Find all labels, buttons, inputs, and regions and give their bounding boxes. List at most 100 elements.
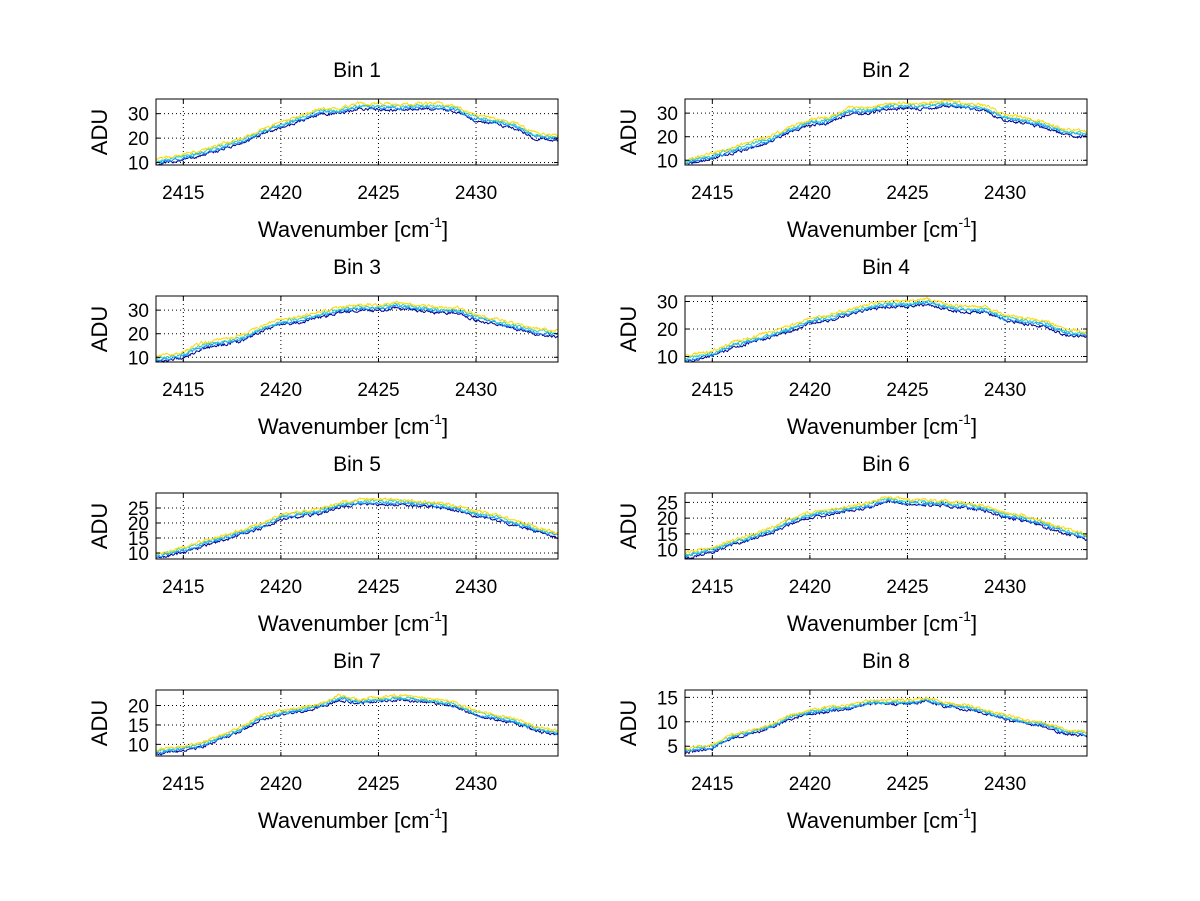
subplot-title: Bin 3	[333, 256, 381, 279]
x-tick-label: 2420	[789, 380, 831, 401]
x-tick-label: 2420	[789, 577, 831, 598]
x-tick-label: 2420	[260, 183, 302, 204]
x-tick-label: 2415	[691, 774, 733, 795]
y-tick-label: 10	[657, 151, 678, 172]
series-line-3	[155, 103, 559, 164]
series-line-3	[684, 697, 1088, 752]
x-tick-label: 2430	[455, 380, 497, 401]
x-axis-label: Wavenumber [cm-1]	[258, 411, 448, 439]
y-tick-label: 15	[657, 688, 678, 709]
axes-frame	[155, 689, 559, 757]
y-tick-label: 10	[657, 713, 678, 734]
y-tick-label: 5	[667, 737, 678, 758]
axes-frame	[155, 295, 559, 363]
x-tick-label: 2420	[260, 577, 302, 598]
x-tick-label: 2425	[886, 774, 928, 795]
y-tick-label: 10	[128, 348, 149, 369]
y-tick-label: 20	[657, 320, 678, 341]
x-tick-label: 2430	[984, 183, 1026, 204]
axes-frame	[684, 98, 1088, 166]
x-tick-label: 2430	[984, 380, 1026, 401]
subplot-title: Bin 8	[862, 650, 910, 673]
series-line-3	[684, 497, 1088, 557]
y-tick-label: 20	[128, 514, 149, 535]
y-tick-label: 20	[128, 697, 149, 718]
x-tick-label: 2415	[162, 577, 204, 598]
x-tick-label: 2425	[357, 380, 399, 401]
x-tick-label: 2420	[260, 380, 302, 401]
x-tick-label: 2430	[455, 774, 497, 795]
x-axis-label: Wavenumber [cm-1]	[258, 214, 448, 242]
subplot-title: Bin 1	[333, 59, 381, 82]
x-tick-label: 2425	[886, 183, 928, 204]
y-axis-label: ADU	[616, 306, 641, 352]
y-axis-label: ADU	[87, 503, 112, 549]
x-axis-label: Wavenumber [cm-1]	[787, 805, 977, 833]
x-axis-label: Wavenumber [cm-1]	[787, 608, 977, 636]
x-tick-label: 2430	[455, 183, 497, 204]
series-line-3	[684, 299, 1088, 360]
subplot-title: Bin 5	[333, 453, 381, 476]
series-line-2	[155, 104, 559, 165]
x-tick-label: 2415	[691, 183, 733, 204]
subplot-title: Bin 7	[333, 650, 381, 673]
y-tick-label: 10	[657, 348, 678, 369]
x-tick-label: 2420	[789, 183, 831, 204]
series-line-3	[684, 101, 1088, 164]
y-tick-label: 10	[128, 735, 149, 756]
y-tick-label: 15	[657, 525, 678, 546]
y-axis-label: ADU	[616, 503, 641, 549]
series-line-4	[684, 99, 1088, 162]
series-line-4	[155, 100, 559, 161]
subplot-title: Bin 4	[862, 256, 910, 279]
series-line-2	[684, 498, 1088, 559]
subplot-4: 2415 2420 2425 2430 10 20 30 Bin 4 ADU Wavenumber…	[616, 256, 1088, 439]
y-tick-label: 20	[128, 325, 149, 346]
x-tick-label: 2420	[789, 774, 831, 795]
series-line-3	[155, 695, 559, 754]
y-axis-label: ADU	[87, 109, 112, 155]
y-tick-label: 10	[657, 541, 678, 562]
x-tick-label: 2430	[984, 774, 1026, 795]
series-line-2	[155, 304, 559, 362]
x-axis-label: Wavenumber [cm-1]	[258, 805, 448, 833]
x-tick-label: 2415	[162, 183, 204, 204]
x-axis-label: Wavenumber [cm-1]	[787, 411, 977, 439]
plot-area	[685, 99, 1087, 165]
subplot-title: Bin 6	[862, 453, 910, 476]
plot-area	[156, 493, 558, 559]
y-tick-label: 15	[128, 716, 149, 737]
axes-frame	[155, 492, 559, 560]
series-line-4	[684, 495, 1088, 555]
y-axis-label: ADU	[616, 109, 641, 155]
x-tick-label: 2425	[357, 183, 399, 204]
x-tick-label: 2425	[357, 577, 399, 598]
plot-area	[156, 296, 558, 362]
x-tick-label: 2415	[691, 380, 733, 401]
x-tick-label: 2425	[886, 577, 928, 598]
plot-area	[685, 493, 1087, 559]
x-axis-label: Wavenumber [cm-1]	[258, 608, 448, 636]
series-line-4	[155, 300, 559, 358]
y-tick-label: 30	[128, 301, 149, 322]
x-tick-label: 2415	[691, 577, 733, 598]
x-tick-label: 2430	[455, 577, 497, 598]
y-tick-label: 25	[128, 499, 149, 520]
y-tick-label: 30	[657, 104, 678, 125]
series-line-1	[685, 104, 1088, 166]
subplot-8: 2415 2420 2425 2430 5 10 15 Bin 8 ADU Wavenumber …	[616, 650, 1088, 833]
y-tick-label: 20	[657, 128, 678, 149]
x-axis-label: Wavenumber [cm-1]	[787, 214, 977, 242]
series-line-4	[684, 696, 1088, 751]
x-tick-label: 2425	[357, 774, 399, 795]
y-tick-label: 10	[128, 154, 149, 175]
x-tick-label: 2430	[984, 577, 1026, 598]
axes-frame	[684, 689, 1088, 757]
series-line-4	[155, 693, 558, 752]
y-tick-label: 20	[128, 129, 149, 150]
y-axis-label: ADU	[87, 306, 112, 352]
